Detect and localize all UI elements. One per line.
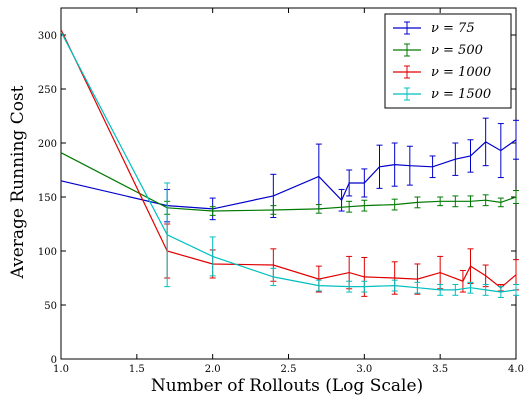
legend-label: ν = 500 [431,43,483,58]
y-tick-label: 50 [44,301,57,312]
legend-label: ν = 1000 [431,65,491,80]
x-tick-label: 3.5 [432,364,448,375]
x-tick-label: 1.0 [53,364,69,375]
x-axis-label: Number of Rollouts (Log Scale) [151,376,423,396]
series-2 [60,152,519,216]
x-tick-label: 2.0 [205,364,221,375]
y-tick-label: 0 [51,355,57,366]
y-tick-label: 150 [38,193,57,204]
y-axis-label: Average Running Cost [8,85,28,279]
series-1 [60,117,519,223]
y-tick-label: 100 [38,247,57,258]
legend-label: ν = 1500 [431,87,491,102]
series-line [60,139,517,210]
legend: ν = 75 ν = 500 ν = 1000 ν = 1500 [384,13,512,109]
legend-label: ν = 75 [431,21,475,36]
x-tick-label: 1.5 [129,364,145,375]
x-tick-label: 4.0 [508,364,524,375]
series-layer [60,29,519,298]
y-tick-label: 200 [38,139,57,150]
x-tick-label: 2.5 [281,364,297,375]
series-4 [60,31,519,298]
legend-box [384,13,512,109]
axis-ticks: 1.0 1.5 2.0 2.5 3.0 3.5 4.0 0 50 100 150 200 250 300 [38,8,524,375]
y-tick-label: 300 [38,31,57,42]
y-tick-label: 250 [38,85,57,96]
x-tick-label: 3.0 [356,364,372,375]
